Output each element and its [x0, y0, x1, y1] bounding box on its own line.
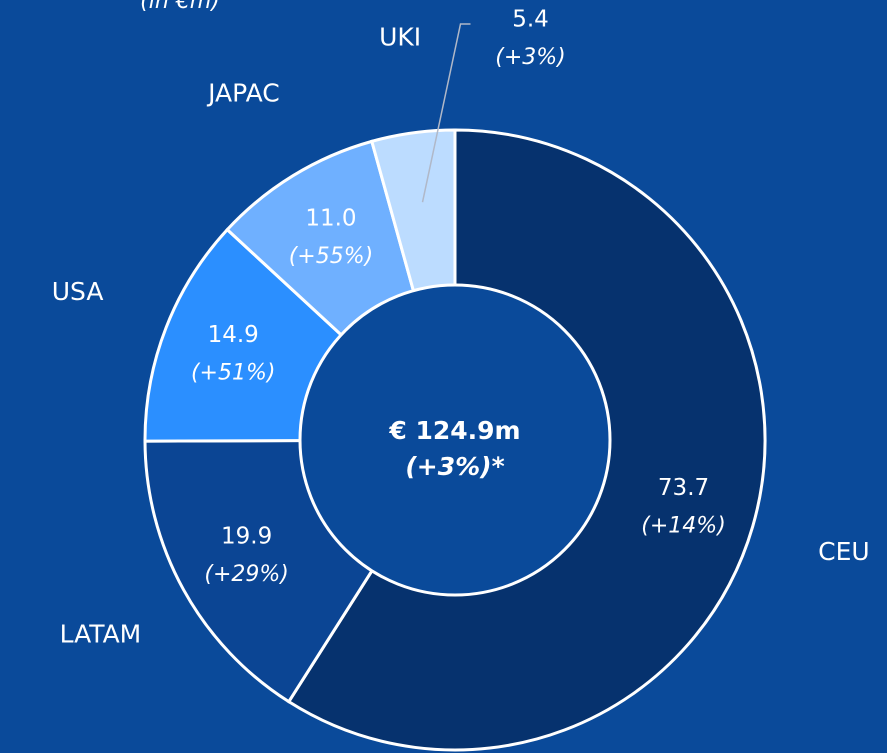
- category-label: CEU: [818, 537, 870, 566]
- change-label: (+3%): [495, 45, 566, 70]
- center-label: € 124.9m: [388, 416, 520, 445]
- change-label: (+51%): [191, 361, 276, 386]
- change-label: (+14%): [641, 513, 726, 538]
- change-label: (+55%): [289, 244, 374, 269]
- category-label: USA: [52, 277, 104, 306]
- value-label: 11.0: [305, 205, 356, 231]
- leader-line: [421, 23, 471, 203]
- category-label: LATAM: [60, 620, 142, 649]
- value-label: 19.9: [221, 524, 272, 550]
- category-label: JAPAC: [206, 78, 280, 107]
- center-hole: [298, 283, 612, 597]
- value-label: 73.7: [658, 475, 709, 501]
- value-label: 14.9: [208, 322, 259, 348]
- category-label: UKI: [379, 23, 421, 52]
- value-label: 5.4: [512, 7, 549, 33]
- change-label: (+29%): [204, 562, 289, 587]
- subtitle: (in €m): [140, 0, 220, 14]
- center-sublabel: (+3%)*: [405, 452, 504, 481]
